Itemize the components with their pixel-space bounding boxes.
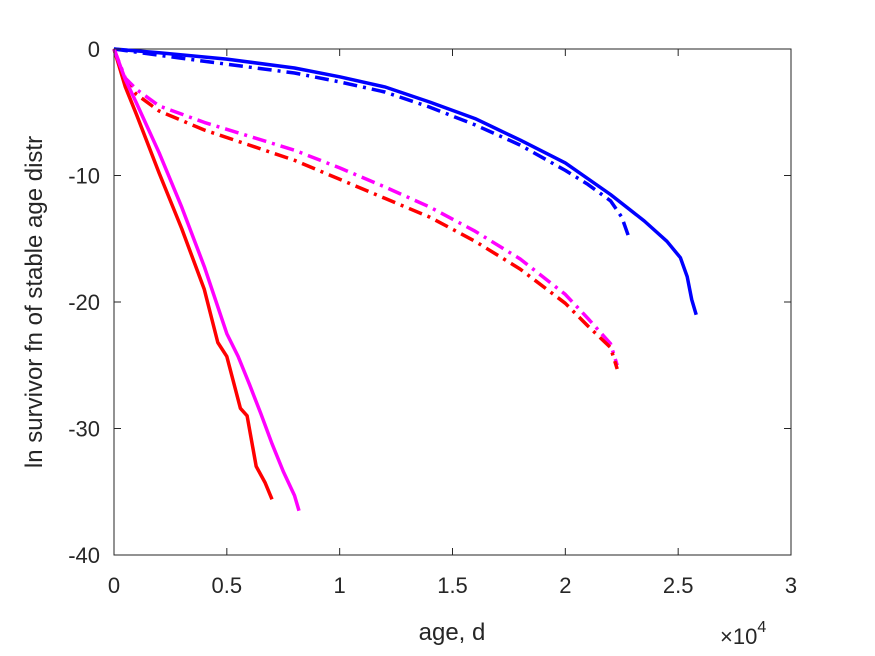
series-line-6 xyxy=(112,48,301,512)
y-tick-label: -10 xyxy=(68,164,100,189)
x-exponent-power: 4 xyxy=(757,619,766,636)
x-tick-label: 0.5 xyxy=(212,573,243,598)
x-tick-label: 0 xyxy=(108,573,120,598)
plot-area xyxy=(113,48,792,556)
x-tick-label: 3 xyxy=(785,573,797,598)
tick-layer: 0 0.5 1 1.5 2 2.5 3 -40 -30 -20 -10 0 xyxy=(68,37,797,598)
x-tick-label: 1.5 xyxy=(437,573,468,598)
x-axis-label: age, d xyxy=(419,619,486,646)
series-line-1 xyxy=(113,47,698,316)
y-tick-label: -20 xyxy=(68,290,100,315)
series-layer xyxy=(112,47,698,512)
series-line-3 xyxy=(112,48,619,366)
x-tick-label: 2.5 xyxy=(663,573,694,598)
y-tick-label: 0 xyxy=(88,37,100,62)
y-axis-label: ln survivor fn of stable age distr xyxy=(21,136,48,468)
y-tick-label: -30 xyxy=(68,417,100,442)
x-exponent-base: ×10 xyxy=(720,624,757,649)
x-tick-label: 1 xyxy=(334,573,346,598)
series-line-5 xyxy=(112,48,274,500)
y-tick-label: -40 xyxy=(68,543,100,568)
x-tick-label: 2 xyxy=(559,573,571,598)
x-exponent-label: ×104 xyxy=(720,619,766,649)
series-line-4 xyxy=(112,48,619,370)
series-line-2 xyxy=(113,47,631,237)
